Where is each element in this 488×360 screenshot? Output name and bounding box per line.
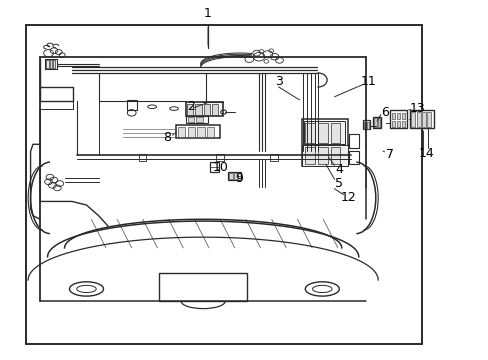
Bar: [234, 173, 237, 179]
Text: 5: 5: [335, 177, 343, 190]
Bar: [176, 125, 220, 138]
Bar: [53, 60, 55, 68]
Text: 9: 9: [235, 172, 243, 185]
Bar: [126, 100, 136, 111]
Bar: [186, 116, 207, 123]
Bar: [305, 123, 314, 143]
Bar: [187, 127, 195, 137]
Text: 8: 8: [163, 131, 170, 144]
Bar: [396, 113, 399, 119]
Bar: [216, 154, 224, 161]
Bar: [196, 117, 202, 122]
Bar: [348, 134, 358, 148]
Text: 2: 2: [187, 100, 195, 113]
Bar: [391, 121, 394, 127]
Text: 10: 10: [212, 161, 228, 174]
Bar: [416, 112, 420, 127]
Text: 12: 12: [341, 192, 356, 204]
Bar: [26, 24, 421, 344]
Bar: [203, 104, 209, 114]
Bar: [187, 104, 193, 114]
Bar: [303, 121, 345, 144]
Bar: [366, 122, 369, 129]
Text: 1: 1: [203, 8, 211, 21]
Bar: [372, 117, 380, 128]
Bar: [178, 127, 185, 137]
Bar: [401, 121, 404, 127]
Text: 6: 6: [381, 105, 388, 119]
Bar: [401, 113, 404, 119]
Bar: [330, 123, 340, 143]
Bar: [210, 162, 219, 172]
Bar: [396, 121, 399, 127]
Bar: [138, 154, 146, 161]
Bar: [362, 120, 370, 129]
Bar: [373, 118, 376, 127]
Text: 11: 11: [360, 75, 376, 88]
Bar: [46, 60, 48, 68]
Bar: [317, 147, 327, 164]
Bar: [301, 119, 347, 166]
Bar: [305, 147, 314, 164]
Bar: [195, 104, 201, 114]
Bar: [330, 147, 340, 164]
Bar: [348, 152, 358, 164]
Text: 3: 3: [274, 75, 282, 88]
Bar: [391, 113, 394, 119]
Bar: [301, 145, 347, 166]
Bar: [211, 104, 218, 114]
Bar: [377, 118, 379, 127]
Bar: [410, 112, 414, 127]
Bar: [421, 112, 425, 127]
Bar: [228, 172, 240, 180]
Bar: [427, 112, 430, 127]
Bar: [409, 110, 433, 128]
Bar: [229, 173, 232, 179]
Bar: [186, 102, 222, 116]
Bar: [269, 154, 277, 161]
Bar: [363, 122, 366, 129]
Text: 7: 7: [386, 148, 393, 162]
Bar: [389, 110, 407, 128]
Bar: [197, 127, 204, 137]
Text: 4: 4: [335, 163, 343, 176]
Bar: [187, 117, 194, 122]
Bar: [317, 123, 327, 143]
Bar: [159, 273, 246, 301]
Text: 14: 14: [418, 147, 434, 160]
Bar: [49, 60, 52, 68]
Text: 13: 13: [408, 102, 424, 115]
Bar: [206, 127, 214, 137]
